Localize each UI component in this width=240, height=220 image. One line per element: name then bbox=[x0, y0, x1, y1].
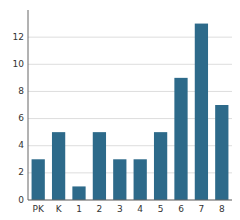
bar bbox=[215, 105, 228, 200]
x-tick-label: K bbox=[56, 204, 63, 214]
x-tick-label: 4 bbox=[137, 204, 143, 214]
bar bbox=[134, 159, 147, 200]
y-tick-label: 2 bbox=[18, 167, 24, 177]
x-tick-label: 3 bbox=[117, 204, 123, 214]
page: {"chart_data": {"type": "bar", "categori… bbox=[0, 0, 240, 220]
bar bbox=[52, 132, 65, 200]
grid-line bbox=[28, 200, 232, 201]
x-tick-label: 5 bbox=[158, 204, 164, 214]
x-tick-label: 2 bbox=[97, 204, 103, 214]
x-tick-labels: PK K 1 2 3 4 5 6 7 8 bbox=[33, 204, 225, 214]
bar bbox=[32, 159, 45, 200]
y-tick-label: 10 bbox=[13, 59, 25, 69]
x-tick-label: 6 bbox=[178, 204, 184, 214]
x-tick-label: PK bbox=[33, 204, 45, 214]
axes bbox=[28, 10, 232, 200]
y-tick-label: 8 bbox=[18, 86, 24, 96]
x-tick-label: 7 bbox=[199, 204, 205, 214]
chart: 024681012PKK12345678 bbox=[0, 0, 240, 220]
x-tick-label: 1 bbox=[76, 204, 82, 214]
bar bbox=[72, 186, 85, 200]
x-tick-label: 8 bbox=[219, 204, 225, 214]
bars bbox=[32, 24, 229, 200]
bar bbox=[174, 78, 187, 200]
bar bbox=[154, 132, 167, 200]
bar bbox=[195, 24, 208, 200]
y-axis-line bbox=[28, 10, 29, 200]
y-tick-label: 6 bbox=[18, 113, 24, 123]
y-tick-label: 4 bbox=[18, 140, 24, 150]
x-axis-line bbox=[28, 200, 232, 201]
y-tick-label: 0 bbox=[18, 195, 24, 205]
bar bbox=[113, 159, 126, 200]
chart-container: 024681012PKK12345678 bbox=[0, 0, 240, 220]
y-tick-labels: 0 2 4 6 8 10 12 bbox=[13, 32, 25, 205]
bar bbox=[93, 132, 106, 200]
y-tick-label: 12 bbox=[13, 32, 24, 42]
